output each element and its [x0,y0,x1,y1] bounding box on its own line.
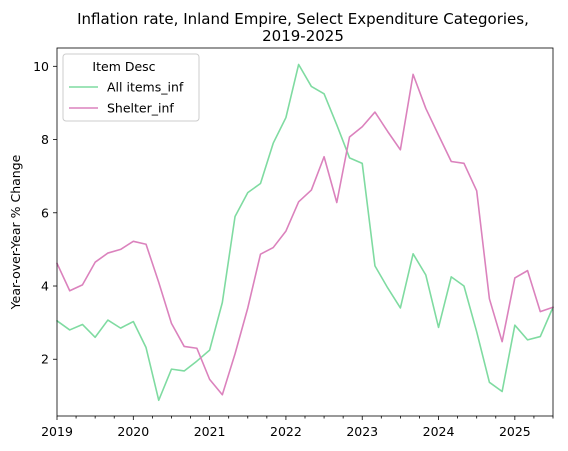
legend: Item Desc All items_inf Shelter_inf [62,53,200,122]
y-tick-label: 6 [41,205,49,220]
legend-label-all-items: All items_inf [107,80,184,95]
chart-title-line-2: 2019-2025 [262,27,344,45]
x-axis-ticks: 2019 2020 2021 2022 2023 2024 2025 [41,416,554,439]
series-line-shelter [56,73,554,396]
x-tick-label: 2024 [423,424,455,439]
y-tick-label: 2 [41,352,49,367]
x-tick-label: 2023 [346,424,378,439]
x-tick-label: 2022 [270,424,302,439]
y-tick-label: 10 [33,59,49,74]
y-axis-title: Year-over-Year % Change [8,154,23,310]
series-line-all-items [56,63,554,402]
y-tick-label: 8 [41,132,49,147]
x-tick-label: 2021 [194,424,226,439]
series-layer [56,63,554,402]
x-tick-label: 2020 [117,424,149,439]
x-tick-label: 2025 [499,424,531,439]
x-tick-label: 2019 [41,424,73,439]
legend-title: Item Desc [92,59,155,74]
y-tick-label: 4 [41,279,49,294]
legend-label-shelter: Shelter_inf [107,101,174,116]
y-axis-ticks: 2 4 6 8 10 [33,59,57,367]
chart-title-line-1: Inflation rate, Inland Empire, Select Ex… [77,10,529,28]
legend-frame [62,53,200,122]
